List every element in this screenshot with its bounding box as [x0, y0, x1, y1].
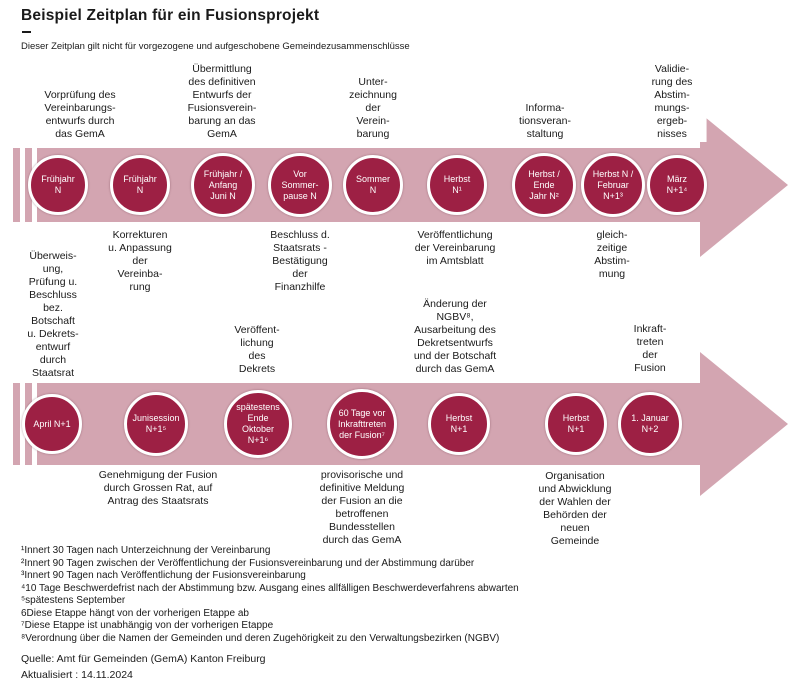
footnote-4: ⁴10 Tage Beschwerdefrist nach der Abstim… — [21, 582, 519, 594]
step-label-validierung: Validie- rung des Abstim- mungs- ergeb- … — [637, 62, 707, 142]
milestone-circle: 60 Tage vor Inkrafttreten der Fusion⁷ — [327, 389, 397, 459]
milestone-circle: Frühjahr / Anfang Juni N — [191, 153, 255, 217]
step-label-genehmigung: Genehmigung der Fusion durch Grossen Rat… — [98, 469, 218, 507]
step-label-korrekturen: Korrekturen u. Anpassung der Vereinba- r… — [108, 229, 172, 293]
step-label-ueberweisung: Überweis- ung, Prüfung u. Beschluss bez.… — [27, 250, 79, 379]
milestone-circle: Sommer N — [343, 155, 403, 215]
milestone-circle: Herbst N / Februar N+1³ — [581, 153, 645, 217]
milestone-circle: 1. Januar N+2 — [618, 392, 682, 456]
step-label-veroeffentlichung-amtsblatt: Veröffentlichung der Vereinbarung im Amt… — [414, 229, 496, 267]
milestone-circle: Herbst N+1 — [545, 393, 607, 455]
source-line: Quelle: Amt für Gemeinden (GemA) Kanton … — [21, 653, 266, 665]
timeline-arrow-head-phase-2 — [700, 352, 791, 496]
milestone-circle: Junisession N+1⁵ — [124, 392, 188, 456]
milestone-circle: Herbst N¹ — [427, 155, 487, 215]
footnote-2: ²Innert 90 Tagen zwischen der Veröffentl… — [21, 557, 475, 569]
milestone-circle: Frühjahr N — [28, 155, 88, 215]
milestone-circle: März N+1⁴ — [647, 155, 707, 215]
milestone-circle: spätestens Ende Oktober N+1⁶ — [224, 390, 292, 458]
milestone-circle: Herbst N+1 — [428, 393, 490, 455]
updated-line: Aktualisiert : 14.11.2024 — [21, 669, 133, 681]
footnote-5: ⁵spätestens September — [21, 595, 126, 606]
step-label-veroeffentlichung-dekret: Veröffent- lichung des Dekrets — [234, 324, 280, 375]
page-title: Beispiel Zeitplan für ein Fusionsprojekt — [21, 7, 320, 24]
title-underline-dash — [22, 31, 31, 33]
step-label-unterzeichnung: Unter- zeichnung der Verein- barung — [349, 76, 397, 140]
step-label-provisorische-meldung: provisorische und definitive Meldung der… — [319, 469, 405, 546]
step-label-beschluss-staatsrat: Beschluss d. Staatsrats - Bestätigung de… — [270, 229, 330, 293]
milestone-circle: Vor Sommer- pause N — [268, 153, 332, 217]
milestone-circle: Frühjahr N — [110, 155, 170, 215]
milestone-circle: April N+1 — [22, 394, 82, 454]
footnote-8: ⁸Verordnung über die Namen der Gemeinden… — [21, 632, 500, 644]
step-label-gleichzeitige-abstimmung: gleich- zeitige Abstim- mung — [594, 229, 630, 280]
step-label-inkrafttreten: Inkraft- treten der Fusion — [619, 322, 681, 376]
step-label-vorpruefung: Vorprüfung des Vereinbarungs- entwurfs d… — [44, 89, 116, 140]
step-label-uebermittlung: Übermittlung des definitiven Entwurfs de… — [187, 63, 257, 140]
footnote-6: 6Diese Etappe hängt von der vorherigen E… — [21, 607, 249, 619]
disclaimer-text: Dieser Zeitplan gilt nicht für vorgezoge… — [21, 41, 410, 52]
step-label-aenderung-ngbv: Änderung der NGBV⁸, Ausarbeitung des Dek… — [413, 298, 497, 375]
step-label-informationsveranstaltung: Informa- tionsveran- staltung — [519, 102, 571, 140]
timeline-arrow-head-phase-1 — [700, 113, 791, 257]
footnote-3: ³Innert 90 Tagen nach Veröffentlichung d… — [21, 570, 306, 581]
arrow-tail-stripe-phase-1 — [13, 148, 20, 222]
step-label-organisation-wahlen: Organisation und Abwicklung der Wahlen d… — [524, 469, 626, 549]
milestone-circle: Herbst / Ende Jahr N² — [512, 153, 576, 217]
footnote-1: ¹Innert 30 Tagen nach Unterzeichnung der… — [21, 545, 271, 556]
arrow-tail-stripe-phase-2 — [13, 383, 20, 465]
footnote-7: ⁷Diese Etappe ist unabhängig von der vor… — [21, 620, 274, 631]
